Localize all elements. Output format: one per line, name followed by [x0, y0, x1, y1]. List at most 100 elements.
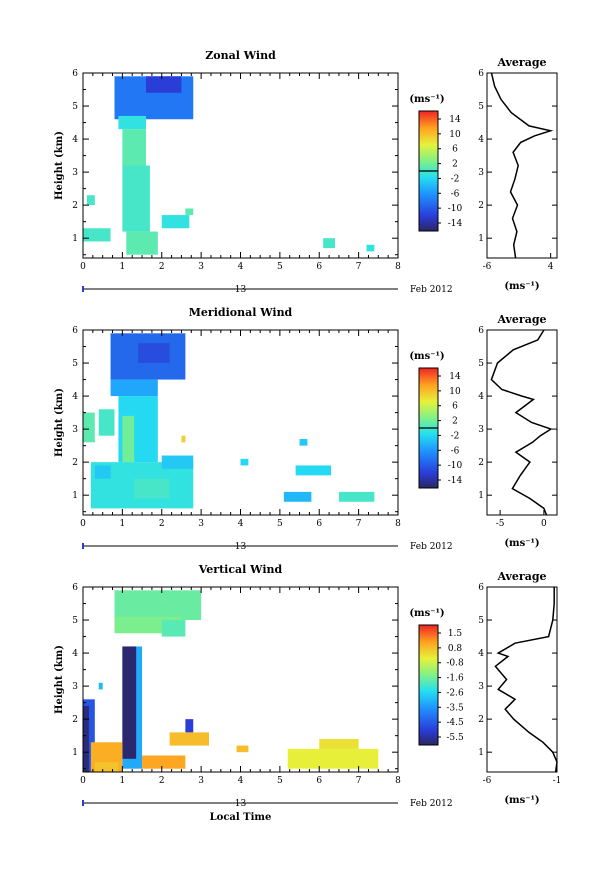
- heatmap-cell: [169, 732, 209, 746]
- heatmap-cell: [98, 682, 103, 690]
- x-tick-label: 0: [80, 519, 86, 529]
- y-tick-label: 5: [72, 616, 78, 626]
- heatmap-cell: [94, 762, 119, 772]
- heatmap-cell: [295, 465, 332, 476]
- colorbar-unit: (ms⁻¹): [409, 94, 444, 105]
- average-x-tick-label: -1: [553, 776, 562, 786]
- average-x-tick-label: -6: [483, 262, 492, 272]
- average-x-label: (ms⁻¹): [504, 281, 539, 292]
- heatmap-cell: [118, 115, 146, 130]
- average-y-tick-label: 3: [478, 168, 484, 178]
- average-y-tick-label: 5: [478, 102, 484, 112]
- average-y-tick-label: 6: [478, 69, 484, 79]
- y-tick-label: 6: [72, 69, 78, 79]
- average-y-tick-label: 2: [478, 201, 484, 211]
- heatmap-cell: [181, 435, 186, 443]
- y-tick-label: 4: [72, 135, 78, 145]
- average-y-tick-label: 1: [478, 748, 484, 758]
- chart-title: Meridional Wind: [189, 306, 293, 319]
- heatmap-cell: [287, 748, 379, 769]
- y-axis-label: Height (km): [54, 131, 65, 200]
- x-tick-label: 6: [316, 519, 322, 529]
- x-tick-label: 2: [159, 262, 165, 272]
- heatmap-cell: [122, 646, 137, 759]
- heatmap-cell: [161, 455, 194, 469]
- colorbar-tick-label: 10: [449, 130, 461, 140]
- colorbar-tick-label: -3.5: [446, 703, 464, 713]
- y-axis-label: Height (km): [54, 645, 65, 714]
- average-y-tick-label: 2: [478, 458, 484, 468]
- colorbar-tick-label: -10: [448, 461, 463, 471]
- y-tick-label: 4: [72, 649, 78, 659]
- panel-vertical-wind: Vertical Wind 0 1 2 3 4 5 6 7 8 1 2 3 4 5 6 Height (km) 1…: [54, 563, 561, 823]
- heatmap-cell: [126, 231, 158, 255]
- heatmap-cell: [319, 738, 359, 749]
- average-y-tick-label: 4: [478, 649, 484, 659]
- heatmap-cell: [161, 215, 190, 229]
- y-tick-label: 3: [72, 168, 78, 178]
- average-frame: [486, 586, 558, 773]
- average-y-tick-label: 6: [478, 583, 484, 593]
- colorbar-tick-label: -2: [451, 431, 460, 441]
- heatmap-cell: [98, 409, 115, 436]
- chart-title: Zonal Wind: [205, 49, 276, 62]
- heatmap-cell: [122, 129, 146, 166]
- average-y-tick-label: 4: [478, 392, 484, 402]
- x-tick-label: 5: [277, 262, 283, 272]
- average-frame: [486, 72, 558, 259]
- x-tick-label: 5: [277, 519, 283, 529]
- heatmap-cell: [122, 165, 150, 232]
- heatmap-cell: [83, 412, 95, 443]
- heatmap-cell: [283, 491, 312, 502]
- heatmap-cell: [138, 343, 170, 364]
- average-x-tick-label: -5: [496, 519, 505, 529]
- heatmap-cell: [236, 745, 249, 753]
- y-tick-label: 1: [72, 748, 78, 758]
- date-marker: 13: [235, 542, 247, 552]
- heatmap-cell: [338, 491, 375, 502]
- average-x-tick-label: -6: [483, 776, 492, 786]
- colorbar-tick-label: 14: [449, 115, 461, 125]
- colorbar-tick-label: -5.5: [446, 733, 464, 743]
- x-tick-label: 0: [80, 776, 86, 786]
- y-tick-label: 5: [72, 359, 78, 369]
- x-tick-label: 7: [356, 519, 362, 529]
- x-tick-label: 0: [80, 262, 86, 272]
- y-tick-label: 2: [72, 458, 78, 468]
- y-tick-label: 4: [72, 392, 78, 402]
- average-y-tick-label: 6: [478, 326, 484, 336]
- heatmap-cell: [134, 478, 170, 499]
- heatmap-cell: [114, 590, 202, 621]
- heatmap-cell: [185, 208, 194, 216]
- y-tick-label: 1: [72, 491, 78, 501]
- colorbar-tick-label: 1.5: [448, 629, 463, 639]
- y-tick-label: 3: [72, 682, 78, 692]
- date-label: Feb 2012: [410, 542, 453, 552]
- y-tick-label: 2: [72, 201, 78, 211]
- x-tick-label: 4: [238, 776, 244, 786]
- y-tick-label: 6: [72, 583, 78, 593]
- heatmap-cell: [94, 465, 111, 479]
- colorbar-tick-label: 6: [452, 145, 458, 155]
- heatmap-cell: [240, 458, 249, 466]
- x-tick-label: 3: [198, 519, 204, 529]
- chart-title: Vertical Wind: [198, 563, 283, 576]
- average-title: Average: [496, 56, 546, 69]
- colorbar-tick-label: -1.6: [446, 674, 464, 684]
- x-tick-label: 8: [395, 519, 401, 529]
- date-label: Feb 2012: [410, 799, 453, 809]
- average-x-label: (ms⁻¹): [504, 538, 539, 549]
- colorbar-unit: (ms⁻¹): [409, 608, 444, 619]
- colorbar-tick-label: -6: [451, 446, 460, 456]
- y-tick-label: 2: [72, 715, 78, 725]
- y-tick-label: 3: [72, 425, 78, 435]
- heatmap-cell: [110, 379, 158, 397]
- x-tick-label: 6: [316, 776, 322, 786]
- y-tick-label: 5: [72, 102, 78, 112]
- panel-meridional-wind: Meridional Wind 0 1 2 3 4 5 6 7 8 1 2 3 4 5 6 Height (km…: [54, 306, 558, 552]
- heatmap-cell: [142, 755, 186, 769]
- colorbar-tick-label: -10: [448, 204, 463, 214]
- colorbar-tick-label: 14: [449, 372, 461, 382]
- colorbar-tick-label: -6: [451, 189, 460, 199]
